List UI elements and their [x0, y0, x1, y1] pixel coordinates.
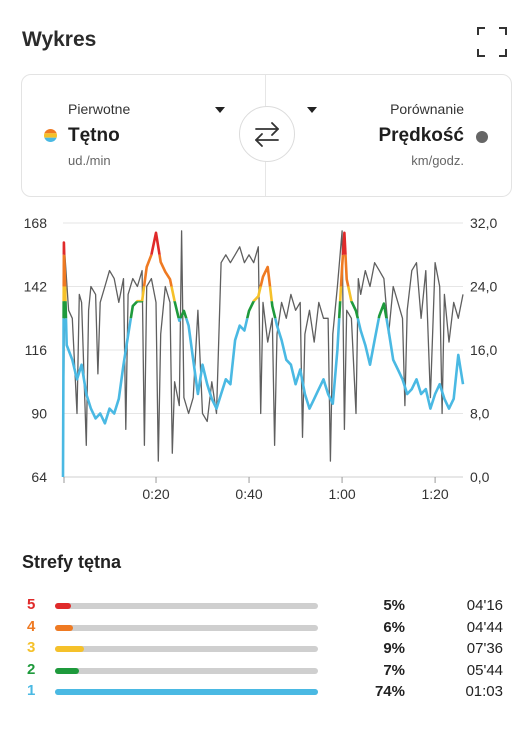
zone-bar-fill [55, 603, 71, 609]
zone-percent: 5% [383, 597, 405, 614]
y-left-tick-label: 64 [31, 469, 47, 485]
x-tick-label: 0:40 [235, 486, 262, 502]
y-right-tick-label: 8,0 [470, 406, 490, 422]
heart-rate-zones-icon [44, 129, 57, 142]
comparison-metric-select[interactable]: Prędkość [378, 125, 464, 146]
primary-metric-select[interactable]: Tętno [68, 125, 120, 146]
y-left-tick-label: 142 [24, 279, 48, 295]
heart-rate-series-line-zone-4 [62, 254, 350, 287]
zone-bar-fill [55, 624, 74, 631]
zone-number: 1 [27, 682, 36, 699]
y-left-tick-label: 90 [31, 406, 47, 422]
heart-rate-series-line-zone-1 [61, 318, 465, 478]
comparison-label: Porównanie [390, 101, 464, 117]
zones-title: Strefy tętna [22, 552, 122, 572]
comparison-caret-down-icon[interactable] [307, 107, 317, 113]
zone-row: 3 9% 07'36 [0, 638, 531, 660]
zone-bar-track [55, 646, 318, 652]
zone-bar-track [55, 667, 318, 674]
x-tick-label: 0:20 [142, 486, 169, 502]
zone-time: 01:03 [465, 683, 503, 700]
zone-bar-track [55, 624, 318, 631]
y-right-tick-label: 32,0 [470, 215, 497, 231]
primary-caret-down-icon[interactable] [215, 107, 225, 113]
zone-row: 5 5% 04'16 [0, 595, 531, 617]
x-tick-label: 1:00 [328, 486, 355, 502]
zone-percent: 9% [383, 640, 405, 657]
y-left-tick-label: 168 [24, 215, 48, 231]
hr-speed-chart[interactable]: 0:20 0:40 1:00 1:20 168 32,0 142 24,0 116 16,0 90… [0, 0, 531, 520]
zone-bar-track [55, 689, 318, 695]
zone-number: 5 [27, 596, 36, 613]
zone-percent: 7% [383, 661, 405, 679]
swap-arrows-icon [255, 122, 279, 147]
zone-bar-fill [55, 667, 79, 674]
zone-time: 04'16 [466, 597, 503, 614]
speed-series-line [62, 230, 464, 478]
fullscreen-button[interactable] [476, 26, 508, 58]
zone-percent: 74% [374, 683, 405, 700]
y-right-tick-label: 0,0 [470, 469, 490, 485]
y-right-tick-label: 24,0 [470, 279, 497, 295]
speed-series-dot-icon [476, 131, 488, 143]
primary-unit: ud./min [68, 153, 111, 168]
zone-bar-fill [55, 689, 318, 695]
zone-row: 2 7% 05'44 [0, 660, 531, 682]
x-tick-label: 1:20 [421, 486, 448, 502]
zone-number: 2 [27, 660, 36, 678]
zone-percent: 6% [383, 618, 405, 636]
zone-number: 4 [27, 617, 36, 635]
zone-row: 4 6% 04'44 [0, 617, 531, 639]
y-right-tick-label: 16,0 [470, 342, 497, 358]
metric-selector-card: Pierwotne Tętno ud./min Porównanie Prędk… [21, 74, 512, 197]
comparison-unit: km/godz. [411, 153, 464, 168]
zone-time: 05'44 [466, 661, 503, 679]
zone-time: 04'44 [466, 618, 503, 636]
primary-label: Pierwotne [68, 101, 131, 117]
y-left-tick-label: 116 [25, 342, 48, 358]
zone-number: 3 [27, 639, 36, 656]
page-title: Wykres [22, 28, 97, 51]
fullscreen-corners-icon [477, 27, 507, 57]
zone-time: 07'36 [466, 640, 503, 657]
zone-row: 1 74% 01:03 [0, 681, 531, 703]
swap-metrics-button[interactable] [239, 106, 295, 162]
zone-bar-fill [55, 646, 84, 652]
zone-bar-track [55, 603, 318, 609]
